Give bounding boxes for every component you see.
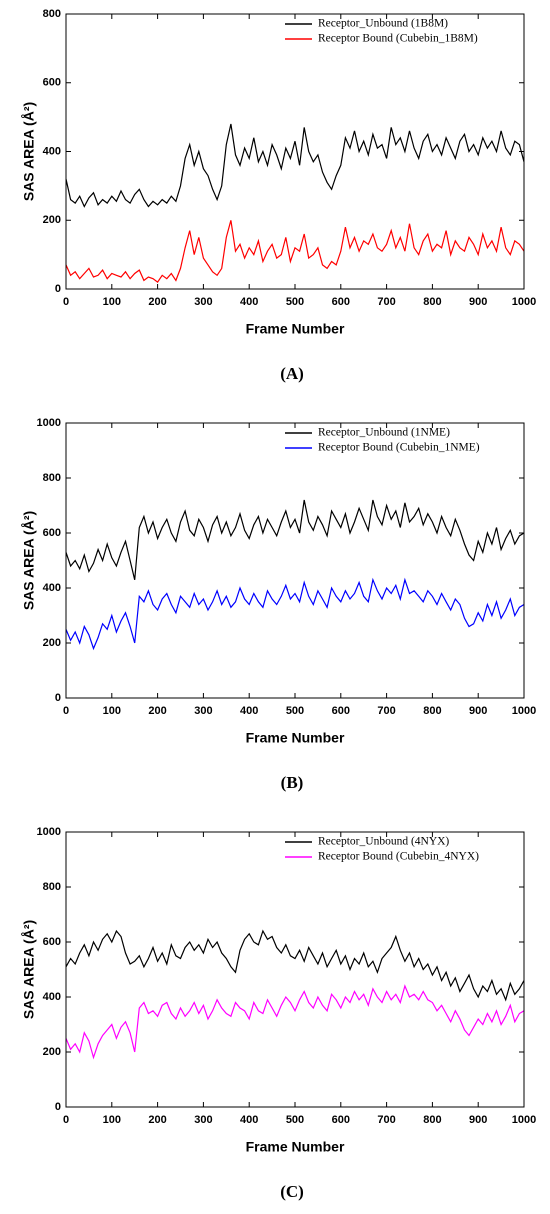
y-tick-label: 0	[55, 283, 61, 295]
data-line	[65, 123, 525, 208]
y-tick-label: 400	[43, 582, 61, 594]
x-tick-label: 700	[377, 1114, 395, 1126]
x-tick-label: 600	[332, 296, 350, 308]
x-tick-label: 400	[240, 296, 258, 308]
x-tick-label: 500	[286, 296, 304, 308]
y-tick-label: 200	[43, 214, 61, 226]
x-tick-label: 1000	[512, 1114, 536, 1126]
x-tick-label: 800	[423, 705, 441, 717]
x-tick-label: 300	[194, 1114, 212, 1126]
legend-label: Receptor Bound (Cubebin_4NYX)	[318, 851, 479, 863]
y-axis-title: SAS AREA (Å²)	[21, 920, 37, 1019]
x-tick-label: 200	[148, 705, 166, 717]
y-tick-label: 800	[43, 472, 61, 484]
y-tick-label: 200	[43, 1046, 61, 1058]
x-tick-label: 0	[63, 1114, 69, 1126]
plot-frame	[65, 422, 525, 699]
x-tick-label: 100	[103, 705, 121, 717]
panel-label: (B)	[281, 773, 304, 792]
y-tick-label: 600	[43, 77, 61, 89]
y-tick-label: 800	[43, 881, 61, 893]
y-tick-label: 0	[55, 1101, 61, 1113]
x-tick-label: 400	[240, 1114, 258, 1126]
x-tick-label: 700	[377, 705, 395, 717]
data-line	[65, 929, 525, 1002]
y-tick-label: 1000	[37, 417, 61, 429]
panel-label: (A)	[280, 364, 304, 383]
x-tick-label: 300	[194, 705, 212, 717]
x-tick-label: 100	[103, 296, 121, 308]
x-tick-label: 0	[63, 296, 69, 308]
y-axis-title: SAS AREA (Å²)	[21, 511, 37, 610]
x-tick-label: 200	[148, 296, 166, 308]
x-tick-label: 500	[286, 705, 304, 717]
x-tick-label: 200	[148, 1114, 166, 1126]
legend-label: Receptor Bound (Cubebin_1B8M)	[318, 33, 478, 45]
x-tick-label: 100	[103, 1114, 121, 1126]
x-tick-label: 1000	[512, 705, 536, 717]
x-tick-label: 900	[469, 705, 487, 717]
plot-frame	[65, 831, 525, 1108]
data-line	[65, 984, 525, 1060]
legend-label: Receptor Bound (Cubebin_1NME)	[318, 442, 480, 454]
y-tick-label: 400	[43, 145, 61, 157]
y-axis-title: SAS AREA (Å²)	[21, 102, 37, 201]
x-tick-label: 500	[286, 1114, 304, 1126]
x-tick-label: 300	[194, 296, 212, 308]
x-tick-label: 600	[332, 1114, 350, 1126]
data-line	[65, 577, 525, 651]
legend-label: Receptor_Unbound (4NYX)	[318, 836, 449, 848]
x-tick-label: 800	[423, 1114, 441, 1126]
x-tick-label: 1000	[512, 296, 536, 308]
x-axis-title: Frame Number	[246, 730, 345, 746]
x-axis-title: Frame Number	[246, 1139, 345, 1155]
y-tick-label: 400	[43, 991, 61, 1003]
legend-label: Receptor_Unbound (1NME)	[318, 427, 450, 439]
y-tick-label: 1000	[37, 826, 61, 838]
y-tick-label: 600	[43, 936, 61, 948]
y-tick-label: 800	[43, 8, 61, 20]
x-tick-label: 600	[332, 705, 350, 717]
x-tick-label: 900	[469, 1114, 487, 1126]
legend-label: Receptor_Unbound (1B8M)	[318, 18, 448, 30]
y-tick-label: 600	[43, 527, 61, 539]
y-tick-label: 200	[43, 637, 61, 649]
x-tick-label: 400	[240, 705, 258, 717]
panel-label: (C)	[280, 1182, 304, 1201]
x-tick-label: 700	[377, 296, 395, 308]
x-tick-label: 800	[423, 296, 441, 308]
x-tick-label: 0	[63, 705, 69, 717]
x-tick-label: 900	[469, 296, 487, 308]
data-line	[65, 499, 525, 580]
data-line	[65, 220, 525, 283]
y-tick-label: 0	[55, 692, 61, 704]
x-axis-title: Frame Number	[246, 321, 345, 337]
